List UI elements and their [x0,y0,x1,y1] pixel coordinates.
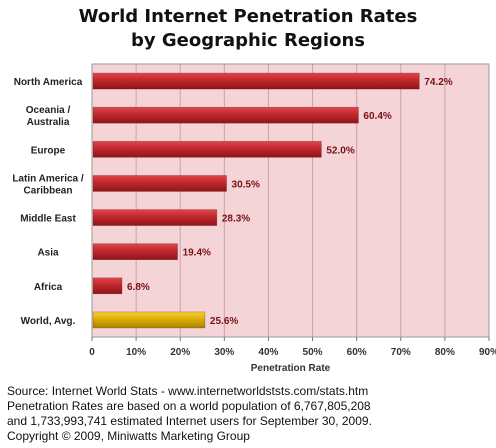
category-label-line: Europe [31,145,66,156]
x-tick-label: 90% [479,347,496,358]
x-tick-label: 80% [435,347,455,358]
category-label-line: Australia [27,117,70,128]
category-label: North America [14,77,83,88]
x-tick-label: 60% [347,347,367,358]
footer-users-note: and 1,733,993,741 estimated Internet use… [7,414,372,428]
bar [92,311,206,329]
x-tick-label: 20% [170,347,190,358]
bar-value-label: 28.3% [222,214,250,225]
plot-border [91,63,490,338]
category-label: Middle East [20,214,76,225]
category-label-line: Latin America / [12,173,84,184]
category-label: Africa [34,282,63,293]
bar [92,209,218,226]
footer-copyright: Copyright © 2009, Miniwatts Marketing Gr… [7,429,250,443]
chart-title: World Internet Penetration Rates [78,6,418,27]
bar-value-label: 25.6% [210,316,238,327]
x-axis-label: Penetration Rate [251,363,331,374]
x-tick-label: 50% [303,347,323,358]
bar-value-label: 74.2% [424,77,452,88]
category-label: Latin America / Caribbean [12,173,84,196]
bar-value-label: 6.8% [127,282,150,293]
category-label-line: North America [14,77,83,88]
x-tick-label: 0 [89,347,95,358]
bar-value-label: 60.4% [363,111,391,122]
footer-population-note: Penetration Rates are based on a world p… [7,399,371,413]
bar [92,141,322,158]
category-label-line: Africa [34,282,63,293]
x-tick-label: 40% [258,347,278,358]
category-label-line: World, Avg. [21,316,76,327]
category-label: Europe [31,145,66,156]
category-label-line: Caribbean [24,185,73,196]
bar [92,106,359,124]
bar-value-label: 30.5% [232,179,260,190]
chart-subtitle: by Geographic Regions [131,30,365,51]
bar-value-label: 19.4% [183,248,211,259]
bar [92,243,178,260]
footer-source: Source: Internet World Stats - www.inter… [7,384,369,398]
bar [92,72,420,90]
category-label-line: Asia [37,248,59,259]
bar [92,277,123,295]
x-tick-label: 10% [126,347,146,358]
category-label-line: Middle East [20,214,76,225]
category-label-line: Oceania / [26,105,71,116]
x-tick-label: 30% [214,347,234,358]
bar [92,175,227,192]
category-label: Asia [37,248,59,259]
category-label: Oceania / Australia [26,105,71,128]
plot-area [92,64,489,337]
bar-value-label: 52.0% [326,145,354,156]
category-label: World, Avg. [21,316,76,327]
x-tick-label: 70% [391,347,411,358]
